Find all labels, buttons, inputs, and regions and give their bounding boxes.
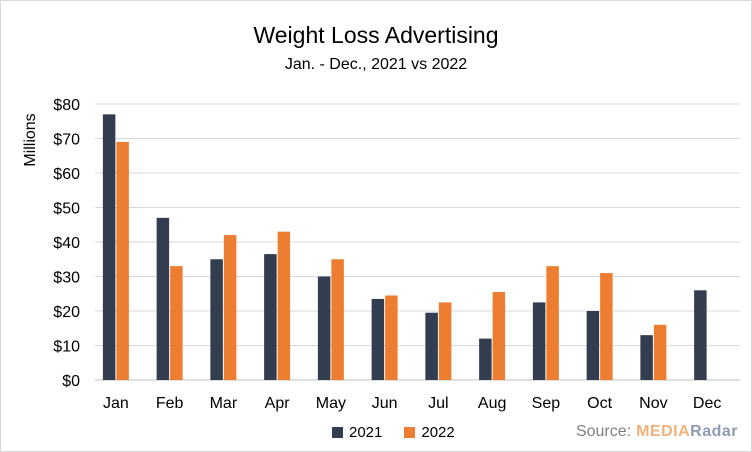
- legend-swatch-2021: [332, 427, 343, 438]
- bar-2021-oct: [586, 311, 600, 380]
- bar-chart: $0 $10 $20 $30 $40 $50 $60 $70 $80 Jan Feb Mar Apr Ma…: [53, 97, 740, 412]
- bar-2021-mar: [210, 259, 223, 380]
- y-tick-label: $50: [53, 201, 80, 218]
- legend: 2021 2022: [332, 424, 455, 441]
- legend-item-2021: 2021: [332, 424, 382, 441]
- y-tick-label: $80: [53, 97, 80, 114]
- bar-2021-jul: [425, 312, 438, 380]
- y-tick-label: $40: [53, 235, 80, 252]
- bar-2022-oct: [600, 273, 613, 380]
- x-tick-label: Aug: [478, 395, 506, 412]
- bar-2022-jan: [116, 141, 129, 380]
- x-tick-label: Apr: [265, 395, 291, 412]
- bar-2022-feb: [170, 266, 183, 380]
- legend-label-2022: 2022: [421, 424, 455, 441]
- x-tick-label: Nov: [639, 395, 667, 412]
- bar-2021-aug: [479, 338, 492, 380]
- bar-2021-apr: [264, 254, 277, 380]
- logo-text-media: MEDIA: [636, 423, 691, 440]
- x-tick-label: Jul: [428, 395, 448, 412]
- legend-label-2021: 2021: [349, 424, 383, 441]
- bar-2022-jun: [385, 295, 398, 380]
- y-tick-label: $20: [53, 304, 80, 321]
- chart-title: Weight Loss Advertising: [253, 22, 499, 48]
- bar-2021-jan: [102, 114, 116, 380]
- legend-swatch-2022: [404, 427, 416, 438]
- bar-2022-nov: [653, 324, 667, 380]
- y-tick-label: $70: [53, 132, 80, 149]
- y-tick-label: $60: [53, 166, 80, 183]
- mediaradar-logo: MEDIARadar: [636, 423, 738, 441]
- x-tick-label: May: [316, 395, 346, 412]
- bar-2022-aug: [492, 292, 506, 380]
- chart-subtitle: Jan. - Dec., 2021 vs 2022: [284, 56, 468, 73]
- x-tick-label: Jun: [372, 395, 398, 412]
- bar-2021-sep: [532, 302, 546, 380]
- y-tick-label: $30: [53, 270, 80, 287]
- bar-2022-mar: [223, 235, 237, 380]
- x-tick-label: Oct: [587, 395, 612, 412]
- x-tick-label: Mar: [210, 395, 238, 412]
- source-credit: Source: MEDIARadar: [576, 423, 738, 441]
- bar-2021-nov: [640, 335, 653, 380]
- x-tick-label: Feb: [156, 395, 184, 412]
- x-tick-label: Sep: [532, 395, 561, 412]
- bar-2022-apr: [277, 231, 291, 380]
- x-tick-label: Dec: [693, 395, 721, 412]
- bar-2021-jun: [371, 298, 385, 380]
- bar-2021-may: [317, 276, 331, 380]
- logo-text-radar: Radar: [690, 423, 738, 440]
- y-tick-label: $0: [62, 373, 80, 390]
- legend-item-2022: 2022: [404, 424, 455, 441]
- x-tick-label: Jan: [103, 395, 129, 412]
- y-tick-label: $10: [53, 339, 80, 356]
- bar-2022-jul: [438, 302, 452, 380]
- bar-2022-may: [331, 259, 344, 380]
- bar-2022-sep: [546, 266, 559, 380]
- bar-2021-feb: [156, 217, 170, 380]
- source-label: Source:: [575, 423, 632, 440]
- bar-2021-dec: [694, 290, 707, 380]
